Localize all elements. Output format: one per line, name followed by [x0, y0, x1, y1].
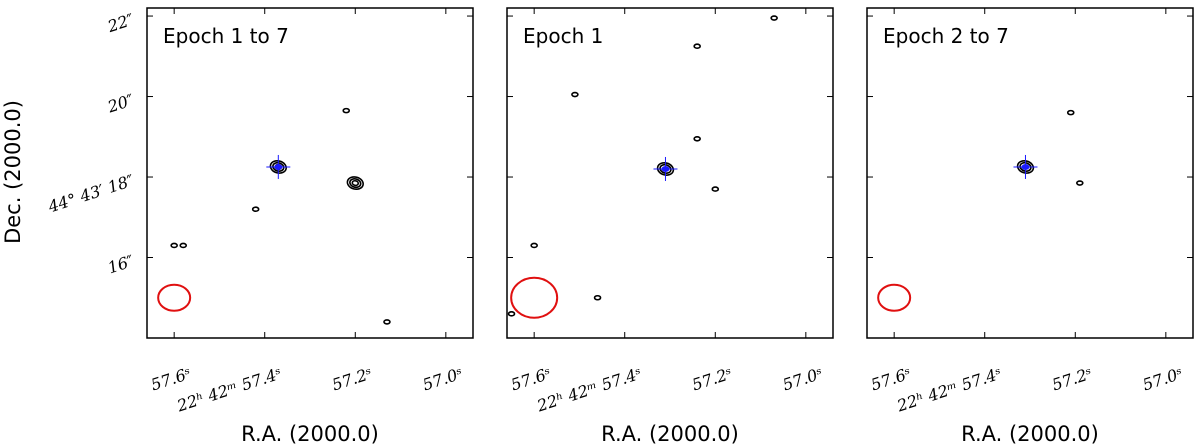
contour-level	[656, 162, 675, 176]
source	[507, 311, 516, 317]
source	[1066, 109, 1075, 116]
plot-frame	[506, 7, 834, 339]
contour-level	[269, 160, 287, 174]
x-tick-label: 57.6ˢ	[869, 364, 914, 395]
y-tick-label: 16″	[105, 251, 136, 277]
contour-level	[593, 294, 602, 301]
y-tick-label: 20″	[104, 90, 136, 117]
source	[770, 15, 778, 21]
source	[1076, 180, 1084, 186]
contour-level	[659, 163, 672, 175]
y-tick-label: 22″	[104, 10, 136, 37]
panel-title: Epoch 2 to 7	[883, 24, 1009, 48]
beam-ellipse	[877, 283, 912, 312]
plot-frame	[866, 7, 1194, 339]
source	[693, 43, 701, 50]
source	[170, 242, 178, 249]
contour-level	[179, 242, 188, 249]
x-axis-label: R.A. (2000.0)	[961, 422, 1099, 446]
source	[571, 91, 579, 98]
x-tick-label: 57.0ˢ	[1140, 364, 1185, 395]
contour-level	[383, 319, 391, 325]
x-axis-label: R.A. (2000.0)	[241, 422, 379, 446]
source	[383, 319, 391, 325]
x-tick-label: 22ʰ 42ᵐ 57.4ˢ	[894, 364, 1004, 416]
contour-level	[1016, 160, 1035, 174]
source	[711, 186, 720, 192]
x-tick-label: 57.2ˢ	[330, 364, 375, 395]
contour-level	[170, 242, 178, 249]
source	[653, 156, 678, 181]
contour-level	[346, 176, 364, 191]
y-tick-label: 44° 43′ 18″	[45, 171, 136, 217]
contour-level	[530, 242, 538, 249]
x-tick-label: 22ʰ 42ᵐ 57.4ˢ	[174, 364, 284, 416]
x-tick-label: 22ʰ 42ᵐ 57.4ˢ	[534, 364, 644, 416]
panel-title: Epoch 1 to 7	[163, 24, 289, 48]
source	[1013, 154, 1038, 179]
source	[342, 107, 351, 114]
contour-level	[770, 15, 778, 21]
contour-level	[1066, 109, 1075, 116]
beam-ellipse	[157, 283, 192, 312]
contour-level	[251, 206, 260, 213]
contour-level	[272, 161, 285, 172]
contour-level	[693, 43, 701, 50]
x-tick-label: 57.6ˢ	[509, 364, 554, 395]
contour-level	[711, 186, 720, 192]
source	[346, 176, 364, 191]
beam-ellipse	[510, 276, 559, 319]
source	[266, 154, 291, 179]
source	[251, 206, 260, 213]
contour-level	[349, 178, 362, 189]
panel-title: Epoch 1	[523, 24, 603, 48]
contour-level	[693, 135, 701, 142]
x-tick-label: 57.6ˢ	[149, 364, 194, 395]
contour-level	[1019, 161, 1032, 172]
contour-level	[507, 311, 516, 317]
x-axis-label: R.A. (2000.0)	[601, 422, 739, 446]
source	[179, 242, 188, 249]
contour-level	[342, 107, 351, 114]
contour-level	[1076, 180, 1084, 186]
y-axis-label: Dec. (2000.0)	[1, 100, 25, 244]
plot-frame	[146, 7, 474, 339]
x-tick-label: 57.2ˢ	[1050, 364, 1095, 395]
contour-level	[571, 91, 579, 98]
contour-level	[351, 179, 360, 187]
source	[593, 294, 602, 301]
x-tick-label: 57.0ˢ	[780, 364, 825, 395]
x-tick-label: 57.2ˢ	[690, 364, 735, 395]
source	[530, 242, 538, 249]
source	[693, 135, 701, 142]
x-tick-label: 57.0ˢ	[420, 364, 465, 395]
